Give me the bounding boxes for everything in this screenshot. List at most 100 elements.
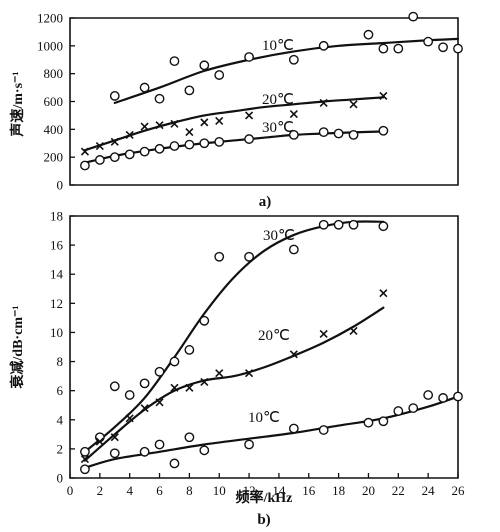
data-point-circle <box>363 29 374 40</box>
x-tick-label: 8 <box>186 483 193 498</box>
data-point-circle <box>214 70 225 80</box>
data-point-cross <box>289 350 298 359</box>
series-curve-1 <box>83 306 385 462</box>
data-point-circle <box>348 219 359 230</box>
data-point-circle <box>363 417 374 428</box>
panel-b-points <box>80 219 463 475</box>
y-tick-label: 400 <box>44 122 64 137</box>
data-point-circle <box>139 446 150 457</box>
panel-a-sound-speed: 0 200 400 600 800 1000 1200 声速/m·s⁻¹ 10℃ 20℃ 3… <box>9 11 463 210</box>
data-point-circle <box>124 149 135 160</box>
data-point-circle <box>288 129 299 140</box>
data-point-circle <box>184 345 195 355</box>
panel-a-y-axis-title: 声速/m·s⁻¹ <box>9 71 26 137</box>
x-tick-label: 22 <box>392 483 405 498</box>
data-point-circle <box>333 219 344 230</box>
y-tick-label: 600 <box>44 94 64 109</box>
panel-b-label-10c: 10℃ <box>248 410 280 426</box>
data-point-circle <box>438 393 448 403</box>
y-tick-label: 0 <box>57 471 64 486</box>
y-tick-label: 1200 <box>37 11 63 26</box>
panel-a-y-ticks: 0 200 400 600 800 1000 1200 <box>37 11 75 193</box>
panel-b-y-ticks: 0 2 4 6 8 10 12 14 16 18 <box>50 209 75 486</box>
panel-a-label-10c: 10℃ <box>262 38 294 54</box>
data-point-cross <box>289 109 298 119</box>
data-point-cross <box>140 404 149 413</box>
y-tick-label: 6 <box>57 383 64 398</box>
y-tick-label: 0 <box>57 178 64 193</box>
series-curve-1 <box>83 96 385 152</box>
data-point-circle <box>109 91 120 101</box>
data-point-circle <box>139 378 150 389</box>
data-point-cross <box>110 137 119 146</box>
y-tick-label: 8 <box>57 354 64 369</box>
data-point-circle <box>408 403 419 414</box>
data-point-circle <box>378 416 389 427</box>
data-point-circle <box>154 439 165 450</box>
data-point-circle <box>184 139 195 150</box>
data-point-cross <box>245 111 254 120</box>
data-point-cross <box>125 130 134 139</box>
panel-a-curves <box>83 37 460 164</box>
y-tick-label: 800 <box>44 66 64 81</box>
x-tick-label: 24 <box>422 483 436 498</box>
x-tick-label: 2 <box>97 483 104 498</box>
data-point-cross <box>110 433 119 442</box>
x-tick-label: 14 <box>272 483 286 498</box>
data-point-circle <box>244 439 254 450</box>
panel-b-curves <box>83 220 460 469</box>
data-point-circle <box>453 391 463 402</box>
x-tick-label: 6 <box>156 483 163 498</box>
y-tick-label: 4 <box>57 412 64 427</box>
data-point-circle <box>184 432 195 443</box>
series-curve-2 <box>83 395 460 469</box>
series-curve-0 <box>83 220 385 453</box>
y-tick-label: 2 <box>57 441 64 456</box>
data-point-circle <box>169 141 180 151</box>
panel-b-x-ticks: 0 2 4 6 8 10 12 14 16 18 20 22 24 26 <box>67 473 465 498</box>
data-point-circle <box>378 221 389 232</box>
x-tick-label: 20 <box>362 483 375 498</box>
panel-b-label-30c: 30℃ <box>263 228 295 244</box>
data-point-circle <box>423 390 434 400</box>
data-point-cross <box>155 398 164 407</box>
data-point-cross <box>170 119 179 128</box>
data-point-circle <box>80 464 90 475</box>
data-point-cross <box>185 383 194 392</box>
data-point-cross <box>140 122 149 131</box>
panel-b-x-axis-title: 频率/kHz <box>236 489 293 506</box>
data-point-circle <box>94 155 105 165</box>
data-point-cross <box>125 414 134 423</box>
data-point-cross <box>200 118 209 127</box>
data-point-circle <box>288 423 299 434</box>
data-point-circle <box>318 40 329 51</box>
series-curve-2 <box>83 130 385 164</box>
data-point-circle <box>109 381 120 392</box>
panel-b-label-20c: 20℃ <box>258 328 290 344</box>
data-point-cross <box>95 141 104 151</box>
data-point-circle <box>318 127 329 138</box>
data-point-cross <box>349 100 358 109</box>
x-tick-label: 12 <box>243 483 256 498</box>
x-tick-label: 16 <box>302 483 316 498</box>
data-point-circle <box>169 356 180 367</box>
data-point-cross <box>215 369 224 378</box>
data-point-circle <box>169 458 180 469</box>
data-point-circle <box>214 136 225 147</box>
data-point-circle <box>154 93 165 104</box>
data-point-circle <box>244 251 254 262</box>
data-point-circle <box>348 129 359 140</box>
data-point-circle <box>199 60 210 71</box>
data-point-circle <box>288 54 299 65</box>
data-point-circle <box>393 43 404 54</box>
data-point-circle <box>139 82 150 93</box>
panel-b-frame <box>69 215 459 479</box>
data-point-circle <box>423 36 434 47</box>
data-point-circle <box>199 445 210 456</box>
data-point-circle <box>288 244 299 255</box>
data-point-cross <box>379 289 388 298</box>
data-point-circle <box>199 315 210 326</box>
data-point-cross <box>155 121 164 130</box>
data-point-cross <box>80 147 89 156</box>
data-point-circle <box>214 251 225 262</box>
